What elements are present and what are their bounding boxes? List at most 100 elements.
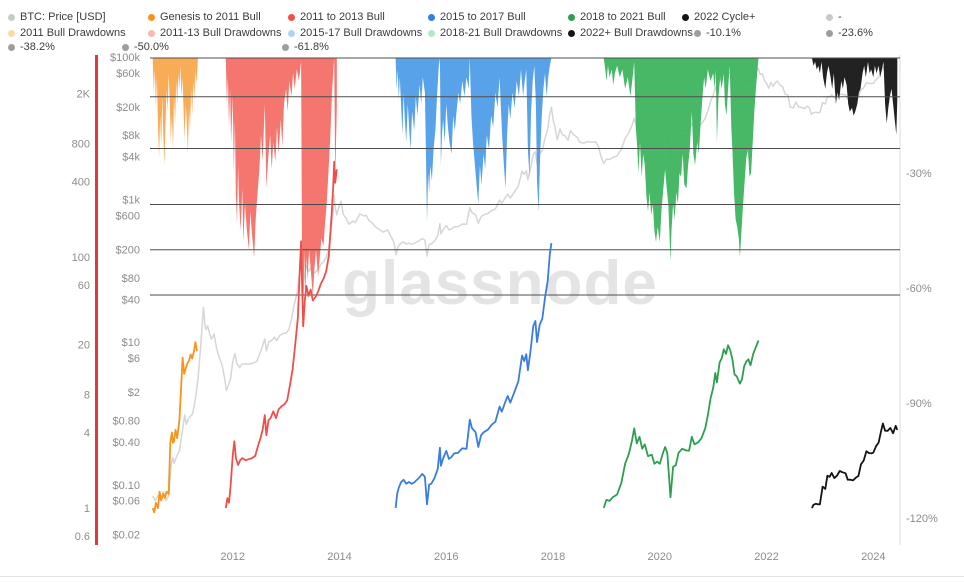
performance-axis-tick: 0.6 (75, 531, 90, 543)
legend-item-btc-price-usd[interactable]: BTC: Price [USD] (8, 10, 106, 24)
legend-item-2018-21-bull-drawdowns[interactable]: 2018-21 Bull Drawdowns (428, 26, 562, 40)
series-2011-13-bull-drawdowns (225, 58, 337, 323)
performance-axis-tick: 4 (84, 427, 90, 439)
legend-dot-icon (288, 13, 295, 21)
legend-item-label: 2022+ Bull Drawdowns (580, 27, 693, 39)
legend-item-50-0[interactable]: -50.0% (122, 40, 169, 54)
year-axis-tick: 2020 (648, 551, 672, 563)
series-genesis-to-2011-bull (151, 341, 198, 514)
price-axis-tick: $200 (116, 244, 140, 256)
series-btc-price-usd (152, 65, 898, 502)
legend-item-label: 2011 to 2013 Bull (300, 11, 385, 23)
legend-item-label: 2011 Bull Drawdowns (20, 27, 126, 39)
legend-item-label: -23.6% (838, 27, 873, 39)
price-axis-tick: $0.40 (112, 437, 140, 449)
price-axis-tick: $0.10 (112, 480, 140, 492)
legend-dot-icon (122, 43, 129, 51)
performance-axis-tick: 1 (84, 503, 90, 515)
legend-dot-icon (694, 29, 701, 37)
series-2022-cycle (811, 422, 899, 509)
performance-axis-tick: 100 (72, 252, 90, 264)
legend-dot-icon (148, 29, 155, 37)
legend-item-label: BTC: Price [USD] (20, 11, 106, 23)
bottom-border (0, 576, 964, 577)
legend-item-label: 2022 Cycle+ (694, 11, 756, 23)
year-axis-tick: 2014 (327, 551, 351, 563)
legend-dot-icon (568, 29, 575, 37)
year-axis-tick: 2018 (541, 551, 565, 563)
legend-item-label: 2011-13 Bull Drawdowns (160, 27, 282, 39)
legend-item-label: - (838, 11, 842, 23)
price-axis-tick: $4k (122, 152, 140, 164)
performance-axis-tick: 400 (72, 176, 90, 188)
legend-dot-icon (428, 13, 435, 21)
legend-item-2011-13-bull-drawdowns[interactable]: 2011-13 Bull Drawdowns (148, 26, 281, 40)
legend-dot-icon (282, 43, 289, 51)
legend-dot-icon (682, 13, 689, 21)
price-axis-tick: $10 (122, 337, 140, 349)
legend-dot-icon (8, 43, 15, 51)
price-axis-tick: $1k (122, 195, 140, 207)
legend-item-label: 2018-21 Bull Drawdowns (440, 27, 563, 39)
performance-axis-tick: 800 (72, 139, 90, 151)
series-2018-to-2021-bull (602, 340, 760, 509)
legend-dot-icon (826, 13, 833, 21)
legend-item-label: 2015 to 2017 Bull (440, 11, 526, 23)
legend-item-dash[interactable]: - (826, 10, 842, 24)
legend-item-61-8[interactable]: -61.8% (282, 40, 329, 54)
legend-dot-icon (428, 29, 435, 37)
legend-item-label: -61.8% (294, 41, 329, 53)
price-axis-tick: $600 (116, 210, 140, 222)
drawdown-axis-tick: -90% (906, 398, 932, 410)
legend-item-38-2[interactable]: -38.2% (8, 40, 55, 54)
performance-axis-tick: 60 (78, 280, 90, 292)
year-axis-tick: 2024 (861, 551, 885, 563)
legend-item-2011-bull-drawdowns[interactable]: 2011 Bull Drawdowns (8, 26, 126, 40)
drawdown-axis-tick: -30% (906, 168, 932, 180)
legend-item-2022-bull-drawdowns[interactable]: 2022+ Bull Drawdowns (568, 26, 693, 40)
legend-item-2011-to-2013-bull[interactable]: 2011 to 2013 Bull (288, 10, 385, 24)
legend-item-genesis-to-2011-bull[interactable]: Genesis to 2011 Bull (148, 10, 261, 24)
legend-item-2015-to-2017-bull[interactable]: 2015 to 2017 Bull (428, 10, 526, 24)
legend-dot-icon (288, 29, 295, 37)
performance-axis-tick: 8 (84, 390, 90, 402)
drawdown-axis-tick: -60% (906, 283, 932, 295)
year-axis-tick: 2016 (434, 551, 458, 563)
drawdown-axis-tick: -120% (906, 513, 938, 525)
price-axis-tick: $40 (122, 294, 140, 306)
legend-item-23-6[interactable]: -23.6% (826, 26, 873, 40)
legend-item-2018-to-2021-bull[interactable]: 2018 to 2021 Bull (568, 10, 666, 24)
price-axis-tick: $6 (128, 353, 140, 365)
legend-item-10-1[interactable]: -10.1% (694, 26, 741, 40)
legend-item-label: 2018 to 2021 Bull (580, 11, 666, 23)
price-axis-tick: $60k (116, 68, 140, 80)
price-axis-tick: $2 (128, 387, 140, 399)
legend-dot-icon (8, 29, 15, 37)
series-2011-to-2013-bull (224, 160, 338, 509)
legend-dot-icon (568, 13, 575, 21)
series-2011-bull-drawdowns (152, 58, 198, 166)
legend-item-label: -38.2% (20, 41, 55, 53)
series-2015-17-bull-drawdowns (395, 58, 552, 223)
performance-axis-tick: 20 (78, 340, 90, 352)
series-2015-to-2017-bull (394, 242, 553, 509)
price-axis-tick: $8k (122, 130, 140, 142)
legend-dot-icon (8, 13, 15, 21)
year-axis-tick: 2012 (220, 551, 244, 563)
legend-item-label: -50.0% (134, 41, 169, 53)
price-axis-tick: $20k (116, 102, 140, 114)
series-2018-21-bull-drawdowns (603, 58, 759, 262)
year-axis-tick: 2022 (754, 551, 778, 563)
price-axis-tick: $0.80 (112, 415, 140, 427)
performance-axis-accent (95, 55, 98, 545)
price-axis-tick: $0.06 (112, 496, 140, 508)
legend-item-label: 2015-17 Bull Drawdowns (300, 27, 423, 39)
price-axis-tick: $100k (110, 52, 140, 64)
legend-item-2022-cycle[interactable]: 2022 Cycle+ (682, 10, 755, 24)
legend-item-label: -10.1% (706, 27, 741, 39)
legend-item-2015-17-bull-drawdowns[interactable]: 2015-17 Bull Drawdowns (288, 26, 422, 40)
legend-dot-icon (826, 29, 833, 37)
